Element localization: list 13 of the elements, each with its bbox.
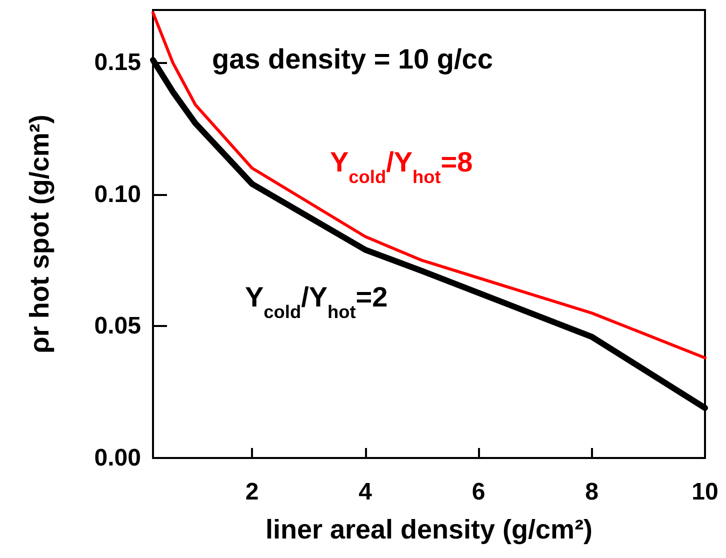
x-tick-label: 10 (692, 478, 718, 506)
y-tick-label: 0.10 (94, 180, 141, 208)
x-axis-title: liner areal density (g/cm²) (265, 514, 593, 544)
y-tick-label: 0.05 (94, 312, 141, 340)
x-tick-label: 8 (585, 478, 598, 506)
y-tick-label: 0.15 (94, 49, 141, 76)
y-axis-title: ρr hot spot (g/cm²) (24, 114, 54, 354)
x-tick-label: 4 (358, 478, 373, 506)
line-series (152, 11, 706, 360)
y-tick-label: 0.00 (94, 444, 141, 472)
x-tick-label: 6 (472, 478, 486, 506)
annotation: gas density = 10 g/cc (212, 44, 493, 74)
x-tick-label: 2 (245, 478, 259, 506)
